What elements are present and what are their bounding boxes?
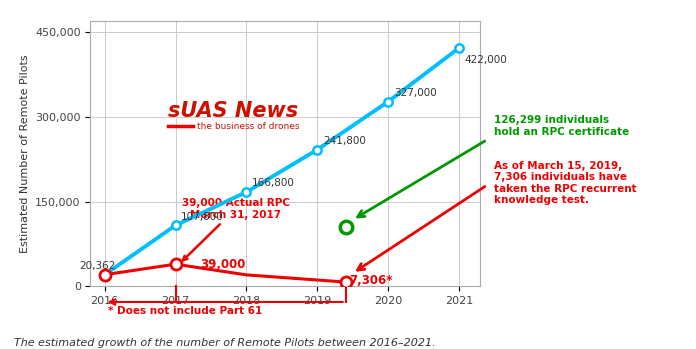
Text: the business of drones: the business of drones xyxy=(197,122,299,131)
Text: 20,362: 20,362 xyxy=(79,261,116,271)
Text: 39,000: 39,000 xyxy=(200,258,246,271)
Text: 327,000: 327,000 xyxy=(394,88,436,98)
Text: As of March 15, 2019,
7,306 individuals have
taken the RPC recurrent
knowledge t: As of March 15, 2019, 7,306 individuals … xyxy=(494,161,637,205)
Text: 422,000: 422,000 xyxy=(464,55,507,65)
Y-axis label: Estimated Number of Remote Pilots: Estimated Number of Remote Pilots xyxy=(19,54,29,253)
Text: 7,306*: 7,306* xyxy=(349,274,393,287)
Text: 126,299 individuals
hold an RPC certificate: 126,299 individuals hold an RPC certific… xyxy=(494,115,629,137)
Text: sUAS News: sUAS News xyxy=(168,101,299,121)
Text: 241,800: 241,800 xyxy=(323,136,365,146)
Text: 39,000 Actual RPC
March 31, 2017: 39,000 Actual RPC March 31, 2017 xyxy=(182,198,290,260)
Text: 107,800: 107,800 xyxy=(181,212,224,222)
Text: The estimated growth of the number of Remote Pilots between 2016–2021.: The estimated growth of the number of Re… xyxy=(14,337,436,348)
Text: * Does not include Part 61: * Does not include Part 61 xyxy=(108,306,262,317)
X-axis label: Year: Year xyxy=(270,348,301,349)
Text: 166,800: 166,800 xyxy=(252,178,295,188)
